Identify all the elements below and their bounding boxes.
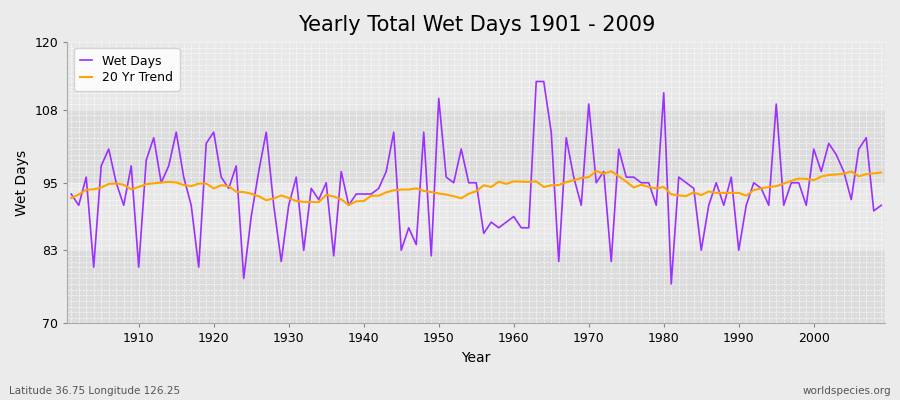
Bar (68, 183, 885, 250)
20 Yr Trend (613, 174, 624, 179)
Wet Days (876, 203, 886, 208)
20 Yr Trend (516, 179, 526, 184)
Wet Days (126, 164, 137, 168)
Text: Latitude 36.75 Longitude 126.25: Latitude 36.75 Longitude 126.25 (9, 386, 180, 396)
20 Yr Trend (66, 196, 77, 200)
Wet Days (606, 259, 616, 264)
Wet Days (336, 169, 346, 174)
Wet Days (291, 175, 302, 180)
20 Yr Trend (876, 170, 886, 175)
Line: Wet Days: Wet Days (71, 82, 881, 284)
X-axis label: Year: Year (462, 351, 490, 365)
Legend: Wet Days, 20 Yr Trend: Wet Days, 20 Yr Trend (74, 48, 180, 91)
20 Yr Trend (336, 197, 346, 202)
Bar (68, 110, 885, 183)
20 Yr Trend (291, 199, 302, 204)
20 Yr Trend (126, 187, 137, 192)
Text: worldspecies.org: worldspecies.org (803, 386, 891, 396)
Wet Days (500, 220, 511, 224)
Y-axis label: Wet Days: Wet Days (15, 150, 29, 216)
Wet Days (531, 79, 542, 84)
Wet Days (508, 214, 519, 219)
Bar (68, 42, 885, 110)
20 Yr Trend (508, 179, 519, 184)
Wet Days (666, 282, 677, 286)
20 Yr Trend (343, 202, 354, 207)
Wet Days (66, 192, 77, 196)
Title: Yearly Total Wet Days 1901 - 2009: Yearly Total Wet Days 1901 - 2009 (298, 15, 655, 35)
Bar (68, 250, 885, 324)
20 Yr Trend (590, 168, 601, 173)
Line: 20 Yr Trend: 20 Yr Trend (71, 171, 881, 205)
